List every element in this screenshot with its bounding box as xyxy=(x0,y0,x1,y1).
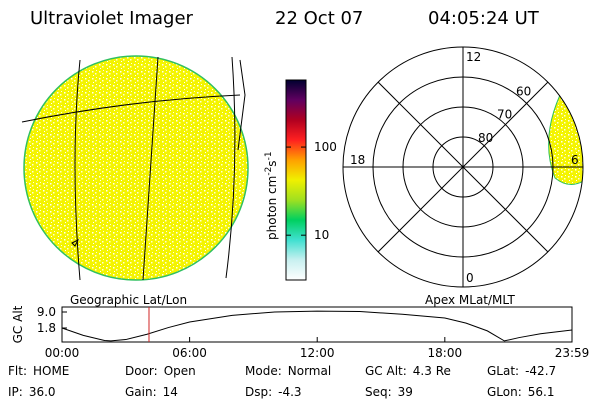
status-label: GLat: xyxy=(487,364,519,378)
y-tick-label: 9.0 xyxy=(37,305,56,319)
status-field: Dsp: -4.3 xyxy=(245,385,302,399)
status-field: Mode: Normal xyxy=(245,364,331,378)
left-label: Geographic Lat/Lon xyxy=(70,293,187,307)
polar-plot xyxy=(342,46,584,288)
label-part: -1 xyxy=(264,151,274,160)
date: 22 Oct 07 xyxy=(275,8,363,29)
status-field: GLat: -42.7 xyxy=(487,364,556,378)
status-value: 39 xyxy=(398,385,413,399)
status-value: -42.7 xyxy=(525,364,556,378)
x-tick-label: 23:59 xyxy=(555,346,590,360)
right-label: Apex MLat/MLT xyxy=(425,293,515,307)
status-label: Door: xyxy=(125,364,158,378)
lat-label: 80 xyxy=(478,131,493,145)
label-part: s xyxy=(265,160,279,166)
y-axis-label: GC Alt xyxy=(11,305,25,343)
status-value: Open xyxy=(164,364,196,378)
mlt-label: 18 xyxy=(350,153,365,167)
earth-image xyxy=(21,55,249,281)
instrument: Ultraviolet Imager xyxy=(30,8,194,29)
status-field: Gain: 14 xyxy=(125,385,178,399)
lat-ring xyxy=(372,76,554,258)
status-label: Gain: xyxy=(125,385,157,399)
x-tick-label: 12:00 xyxy=(300,346,335,360)
status-field: Flt: HOME xyxy=(8,364,69,378)
x-tick-label: 06:00 xyxy=(172,346,207,360)
status-value: 36.0 xyxy=(29,385,56,399)
y-tick-label: 1.8 xyxy=(37,321,56,335)
status-value: 4.3 Re xyxy=(413,364,451,378)
lat-label: 60 xyxy=(516,84,531,98)
status-field: GC Alt: 4.3 Re xyxy=(365,364,451,378)
status-field: IP: 36.0 xyxy=(8,385,56,399)
altitude-line xyxy=(61,310,573,342)
status-label: Flt: xyxy=(8,364,27,378)
status-value: 14 xyxy=(163,385,178,399)
x-tick-label: 18:00 xyxy=(428,346,463,360)
mlt-label: 6 xyxy=(571,153,579,167)
colorbar-fill xyxy=(285,79,307,281)
label-part: photon cm xyxy=(265,176,279,240)
time: 04:05:24 UT xyxy=(428,8,540,29)
polar-labels: 80 70 60 12 18 0 6 xyxy=(350,50,579,285)
colorbar-label: photon cm-2s-1 xyxy=(264,151,279,240)
status-value: -4.3 xyxy=(278,385,301,399)
altitude-plot: GC Alt 9.0 1.8 00:00 06:00 12:00 18:00 23:59 xyxy=(11,305,589,360)
status-panel: Flt: HOME Door: Open Mode: Normal GC Alt: 4.3 R… xyxy=(8,364,556,399)
status-field: Seq: 39 xyxy=(365,385,413,399)
status-label: Seq: xyxy=(365,385,392,399)
lat-ring xyxy=(402,106,524,228)
colorbar-tick-label: 100 xyxy=(314,140,337,154)
mlt-label: 12 xyxy=(466,50,481,64)
lat-ring xyxy=(432,136,494,198)
status-value: 56.1 xyxy=(528,385,555,399)
status-label: Dsp: xyxy=(245,385,272,399)
status-field: GLon: 56.1 xyxy=(487,385,554,399)
status-label: GLon: xyxy=(487,385,522,399)
label-part: -2 xyxy=(264,167,274,176)
colorbar-tick-label: 10 xyxy=(314,228,329,242)
status-value: HOME xyxy=(33,364,69,378)
mlt-label: 0 xyxy=(466,271,474,285)
status-label: IP: xyxy=(8,385,23,399)
colorbar: 10 100 xyxy=(285,79,337,281)
status-label: GC Alt: xyxy=(365,364,407,378)
status-field: Door: Open xyxy=(125,364,196,378)
x-tick-label: 00:00 xyxy=(45,346,80,360)
status-label: Mode: xyxy=(245,364,282,378)
status-value: Normal xyxy=(288,364,331,378)
lat-label: 70 xyxy=(497,108,512,122)
